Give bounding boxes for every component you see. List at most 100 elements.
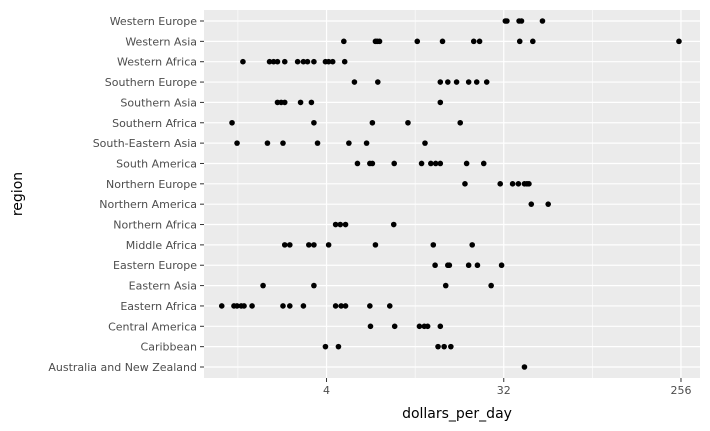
- data-point: [351, 79, 358, 85]
- data-point: [416, 323, 423, 330]
- x-tick-label: 256: [670, 384, 691, 397]
- data-point: [530, 38, 536, 45]
- data-point: [504, 18, 510, 24]
- data-point: [281, 242, 288, 248]
- data-point: [428, 160, 434, 167]
- data-point: [280, 140, 286, 146]
- data-point: [335, 343, 342, 350]
- data-point: [311, 119, 317, 126]
- data-point: [294, 58, 301, 65]
- data-point: [342, 303, 349, 309]
- y-tick-label: Southern Europe: [105, 76, 197, 89]
- data-point: [234, 303, 240, 309]
- data-point: [314, 140, 321, 146]
- data-point: [470, 38, 477, 45]
- data-point: [280, 303, 286, 309]
- x-tick-label: 32: [497, 384, 511, 397]
- data-point: [311, 242, 317, 248]
- data-point: [240, 58, 246, 65]
- data-point: [469, 242, 476, 248]
- y-tick-label: Middle Africa: [126, 239, 197, 252]
- y-tick-label: Western Asia: [125, 35, 197, 48]
- data-point: [518, 18, 525, 24]
- data-point: [445, 79, 451, 85]
- data-point: [337, 221, 344, 228]
- data-point: [369, 119, 376, 126]
- data-point: [465, 262, 472, 269]
- data-point: [414, 38, 421, 45]
- data-point: [509, 181, 516, 187]
- data-point: [266, 58, 273, 65]
- data-point: [391, 323, 398, 330]
- data-point: [332, 303, 339, 309]
- data-point: [287, 303, 293, 309]
- y-tick-label: Australia and New Zealand: [48, 361, 197, 374]
- data-point: [308, 99, 315, 106]
- y-tick-label: Eastern Africa: [120, 300, 197, 313]
- data-point: [422, 140, 428, 146]
- data-point: [325, 242, 332, 248]
- data-point: [281, 58, 288, 65]
- data-point: [480, 160, 487, 167]
- y-tick-label: Northern America: [99, 198, 197, 211]
- data-point: [300, 58, 307, 65]
- data-point: [521, 364, 528, 370]
- y-tick-label: Caribbean: [141, 341, 197, 354]
- data-point: [311, 58, 317, 65]
- data-point: [322, 343, 329, 350]
- data-point: [346, 140, 352, 146]
- plot-panel: [204, 10, 700, 378]
- y-tick-label: South-Eastern Asia: [93, 137, 197, 150]
- data-point: [332, 221, 339, 228]
- data-point: [497, 181, 504, 187]
- data-point: [432, 160, 439, 167]
- data-point: [297, 99, 304, 106]
- data-point: [341, 58, 348, 65]
- data-point: [498, 262, 505, 269]
- y-tick-label: Eastern Europe: [113, 259, 197, 272]
- data-point: [437, 99, 444, 106]
- x-axis-title: dollars_per_day: [402, 406, 512, 422]
- data-point: [465, 79, 472, 85]
- data-point: [405, 119, 411, 126]
- data-point: [229, 119, 235, 126]
- data-point: [457, 119, 464, 126]
- data-point: [473, 79, 480, 85]
- data-point: [390, 221, 397, 228]
- data-point: [418, 160, 425, 167]
- data-point: [526, 181, 532, 187]
- data-point: [476, 38, 483, 45]
- data-point: [341, 38, 347, 45]
- data-point: [483, 79, 490, 85]
- x-axis-ticks: 4 32 256: [323, 378, 691, 397]
- data-point: [367, 323, 374, 330]
- data-point: [354, 160, 361, 167]
- data-point: [342, 221, 349, 228]
- data-point: [437, 79, 444, 85]
- data-point: [516, 38, 523, 45]
- y-tick-label: Central America: [108, 320, 197, 333]
- data-point: [463, 160, 470, 167]
- data-point: [462, 181, 468, 187]
- data-point: [442, 282, 449, 289]
- data-point: [281, 99, 288, 106]
- data-point: [528, 201, 535, 207]
- data-point: [260, 282, 266, 289]
- data-point: [311, 282, 317, 289]
- y-axis-title: region: [10, 172, 26, 216]
- y-tick-label: Southern Africa: [112, 117, 197, 130]
- data-point: [376, 38, 383, 45]
- data-point: [432, 262, 438, 269]
- data-point: [369, 160, 376, 167]
- data-point: [374, 79, 381, 85]
- data-point: [441, 343, 447, 350]
- data-point: [515, 181, 522, 187]
- data-point: [448, 343, 454, 350]
- data-point: [386, 303, 393, 309]
- y-axis-ticks: Australia and New Zealand Caribbean Centra…: [48, 15, 204, 374]
- data-point: [435, 343, 441, 350]
- y-tick-label: Southern Asia: [120, 96, 197, 109]
- data-points: [218, 18, 682, 370]
- data-point: [539, 18, 546, 24]
